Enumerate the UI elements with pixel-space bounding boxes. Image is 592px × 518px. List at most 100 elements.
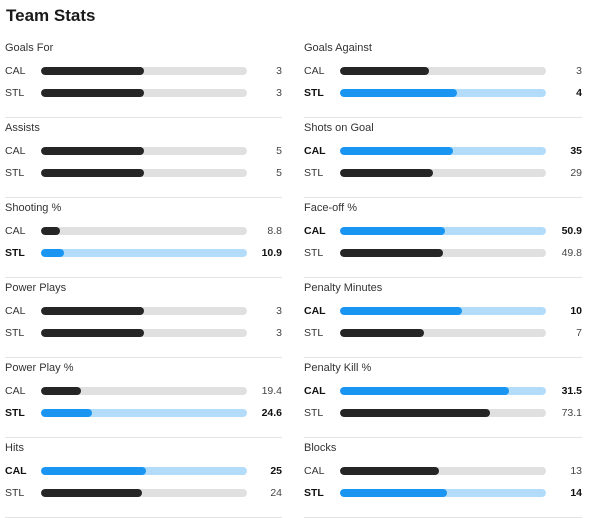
stat-name: Goals For (5, 42, 282, 60)
stat-bar-fill (41, 329, 144, 337)
team-row: STL 24.6 (5, 402, 282, 424)
stat-value: 25 (247, 465, 282, 477)
stat-bar-fill (340, 89, 457, 97)
stat-value: 14 (546, 487, 582, 499)
team-abbr: CAL (304, 385, 340, 397)
stat-block: Shooting % CAL 8.8 STL 10.9 (5, 198, 282, 278)
team-row: CAL 10 (304, 300, 582, 322)
team-abbr: STL (5, 247, 41, 259)
team-row: STL 10.9 (5, 242, 282, 264)
team-abbr: STL (304, 167, 340, 179)
stat-bar-fill (41, 307, 144, 315)
team-row: STL 29 (304, 162, 582, 184)
stat-bar (41, 249, 247, 257)
stat-bar-fill (340, 467, 439, 475)
stat-bar (340, 329, 546, 337)
stat-value: 3 (247, 305, 282, 317)
stat-value: 5 (247, 145, 282, 157)
stat-value: 3 (247, 327, 282, 339)
stat-value: 10 (546, 305, 582, 317)
stat-value: 5 (247, 167, 282, 179)
team-row: CAL 19.4 (5, 380, 282, 402)
stat-bar (340, 227, 546, 235)
team-abbr: CAL (5, 305, 41, 317)
stat-block: Penalty Minutes CAL 10 STL 7 (304, 278, 582, 358)
stat-value: 7 (546, 327, 582, 339)
stat-bar-fill (41, 67, 144, 75)
team-abbr: CAL (304, 65, 340, 77)
team-row: CAL 50.9 (304, 220, 582, 242)
stat-bar-fill (41, 89, 144, 97)
team-abbr: CAL (5, 225, 41, 237)
stat-name: Power Play % (5, 362, 282, 380)
stat-value: 50.9 (546, 225, 582, 237)
stat-value: 49.8 (546, 247, 582, 259)
team-abbr: CAL (5, 65, 41, 77)
team-row: CAL 8.8 (5, 220, 282, 242)
stat-block: Assists CAL 5 STL 5 (5, 118, 282, 198)
team-row: STL 24 (5, 482, 282, 504)
team-row: STL 73.1 (304, 402, 582, 424)
team-row: STL 5 (5, 162, 282, 184)
stat-name: Shots on Goal (304, 122, 582, 140)
stat-bar-fill (41, 227, 60, 235)
stat-bar (41, 489, 247, 497)
stat-bar (340, 409, 546, 417)
stat-name: Blocks (304, 442, 582, 460)
stat-value: 3 (247, 65, 282, 77)
stat-bar (340, 307, 546, 315)
stat-bar-fill (340, 329, 424, 337)
stat-block: Power Plays CAL 3 STL 3 (5, 278, 282, 358)
stat-name: Power Plays (5, 282, 282, 300)
stat-value: 24.6 (247, 407, 282, 419)
team-row: STL 14 (304, 482, 582, 504)
stat-bar-fill (340, 409, 490, 417)
team-abbr: CAL (304, 225, 340, 237)
stat-value: 13 (546, 465, 582, 477)
stat-block: Goals For CAL 3 STL 3 (5, 38, 282, 118)
team-row: STL 3 (5, 322, 282, 344)
team-row: STL 3 (5, 82, 282, 104)
team-abbr: STL (5, 487, 41, 499)
stat-value: 3 (546, 65, 582, 77)
team-abbr: STL (5, 167, 41, 179)
stat-bar (41, 409, 247, 417)
page-title: Team Stats (6, 6, 95, 26)
stat-value: 4 (546, 87, 582, 99)
stat-bar (41, 329, 247, 337)
stat-bar (41, 387, 247, 395)
stat-name: Face-off % (304, 202, 582, 220)
stat-bar (340, 67, 546, 75)
stat-name: Penalty Kill % (304, 362, 582, 380)
stat-block: Blocks CAL 13 STL 14 (304, 438, 582, 518)
stat-block: Hits CAL 25 STL 24 (5, 438, 282, 518)
stat-name: Assists (5, 122, 282, 140)
team-abbr: STL (304, 407, 340, 419)
stat-block: Face-off % CAL 50.9 STL 49.8 (304, 198, 582, 278)
stat-bar-fill (340, 387, 509, 395)
stat-bar (340, 89, 546, 97)
stat-name: Penalty Minutes (304, 282, 582, 300)
stat-bar (340, 467, 546, 475)
stat-name: Goals Against (304, 42, 582, 60)
team-row: CAL 35 (304, 140, 582, 162)
team-abbr: CAL (5, 145, 41, 157)
stat-bar-fill (41, 249, 64, 257)
team-row: CAL 3 (5, 60, 282, 82)
team-row: CAL 13 (304, 460, 582, 482)
team-abbr: CAL (304, 145, 340, 157)
stat-bar (41, 307, 247, 315)
stat-bar-fill (41, 147, 144, 155)
stat-value: 19.4 (247, 385, 282, 397)
stat-bar (41, 227, 247, 235)
stat-bar (41, 467, 247, 475)
team-abbr: STL (304, 327, 340, 339)
stats-grid: Goals For CAL 3 STL 3 Goals Against CAL 3 STL 4 As… (5, 38, 582, 518)
stat-value: 8.8 (247, 225, 282, 237)
stat-block: Shots on Goal CAL 35 STL 29 (304, 118, 582, 198)
stat-bar-fill (340, 67, 429, 75)
stat-bar (340, 489, 546, 497)
stat-bar (340, 169, 546, 177)
stat-bar-fill (41, 467, 146, 475)
team-abbr: STL (304, 487, 340, 499)
